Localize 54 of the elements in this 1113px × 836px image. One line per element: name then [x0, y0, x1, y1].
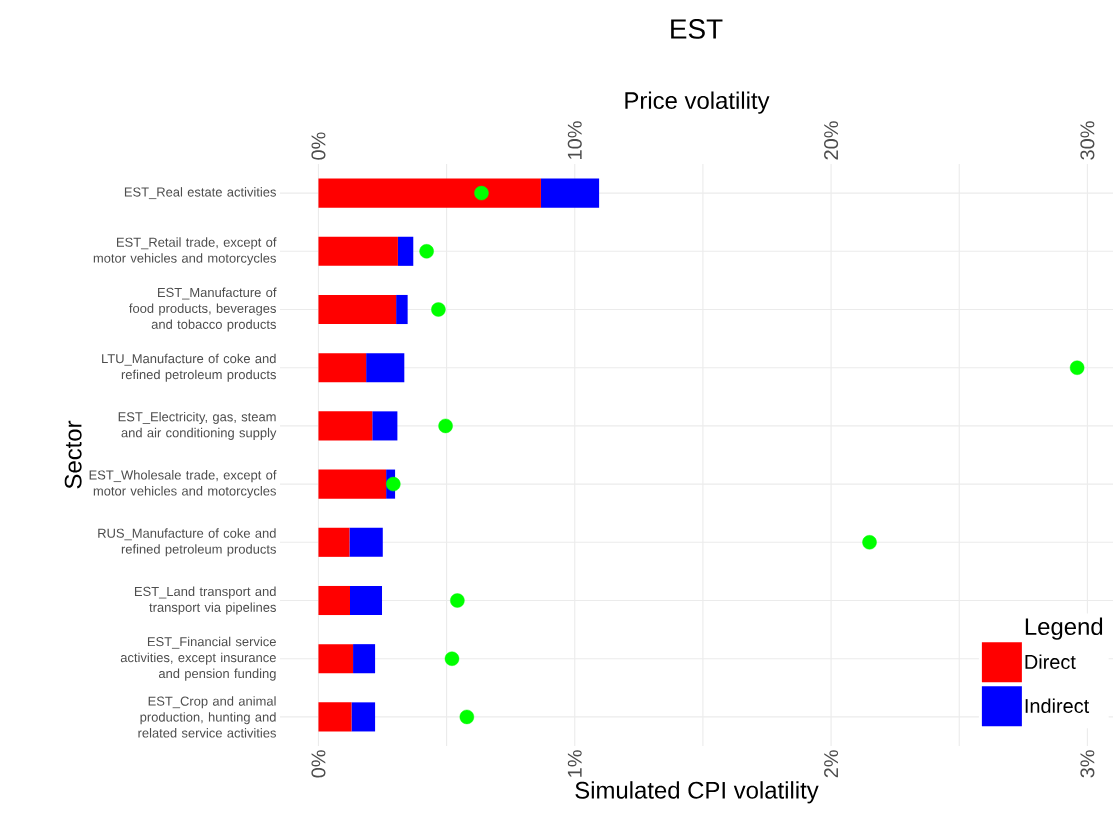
point — [444, 651, 460, 666]
legend-label: Direct — [1025, 654, 1076, 670]
y-tick-label: EST_Crop and animal production, hunting and related service activities — [138, 696, 276, 738]
x2-tick-label: 10% — [567, 121, 582, 159]
point — [862, 535, 877, 550]
y-tick-label: EST_Land transport and transport via pipelines — [134, 586, 276, 615]
legend-title: Legend — [1025, 617, 1103, 640]
bar — [318, 353, 367, 383]
x2-tick-label: 0% — [311, 132, 326, 160]
bar — [353, 644, 376, 674]
point — [459, 709, 475, 725]
point — [431, 302, 446, 317]
point — [1069, 360, 1085, 375]
x-tick-label: 2% — [824, 750, 839, 778]
x2-axis-title: Price volatility — [625, 91, 770, 114]
y-tick-label: EST_Electricity, gas, steam and air conditioning supply — [118, 411, 277, 440]
y-tick-label: EST_Real estate activities — [124, 187, 276, 200]
bar — [318, 469, 387, 499]
chart-title: EST — [671, 19, 723, 39]
legend-label: Indirect — [1025, 698, 1090, 714]
bar — [349, 527, 383, 557]
point — [450, 593, 465, 608]
bar — [318, 644, 354, 674]
bar — [366, 353, 405, 383]
bar — [396, 294, 408, 325]
x-tick-label: 3% — [1080, 750, 1095, 778]
bar — [540, 178, 600, 208]
x-tick-label: 0% — [311, 750, 326, 778]
x2-tick-label: 30% — [1080, 121, 1095, 160]
bar — [318, 294, 397, 325]
point — [474, 185, 489, 201]
x-tick-label: 1% — [567, 750, 582, 777]
point — [438, 418, 453, 434]
y-tick-label: EST_Wholesale trade, except of motor vehicles and motorcycles — [89, 470, 277, 499]
bar — [351, 702, 376, 732]
bar — [318, 411, 373, 441]
point — [419, 244, 434, 259]
x-axis-title: Simulated CPI volatility — [575, 781, 819, 804]
y-tick-label: LTU_Manufacture of coke and refined petroleum products — [102, 353, 276, 382]
y-axis-title: Sector — [64, 420, 82, 489]
bar — [318, 236, 398, 266]
bar — [349, 585, 383, 616]
y-tick-label: RUS_Manufacture of coke and refined petroleum products — [98, 528, 276, 557]
x2-tick-label: 20% — [824, 121, 839, 160]
bar — [318, 178, 541, 208]
point — [386, 476, 401, 492]
bar — [372, 411, 398, 441]
bar — [397, 236, 414, 266]
bar — [318, 527, 350, 557]
y-tick-label: EST_Retail trade, except of motor vehicles and motorcycles — [93, 237, 277, 266]
bar — [318, 585, 350, 616]
y-tick-label: EST_Financial service activities, except insurance and pension funding — [120, 636, 276, 681]
bar — [318, 702, 352, 732]
y-tick-label: EST_Manufacture of food products, beverages and tobacco products — [129, 287, 277, 332]
